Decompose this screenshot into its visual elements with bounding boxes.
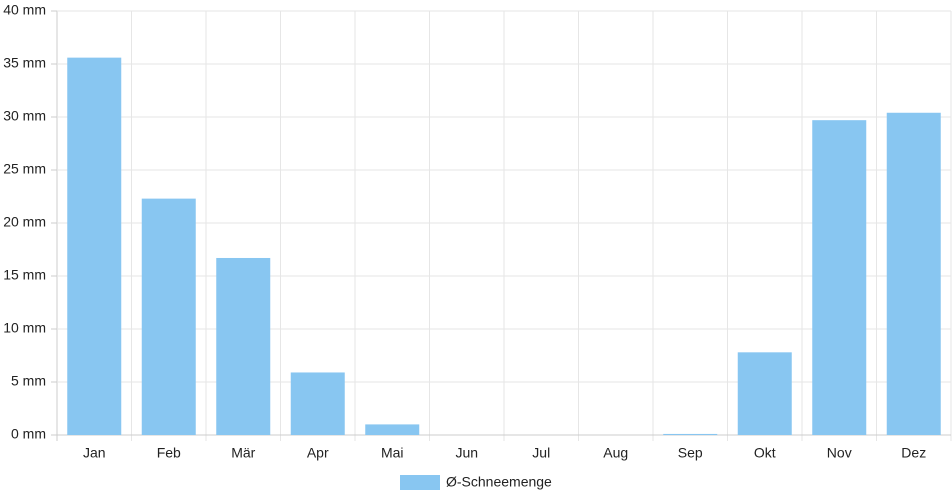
- bar: [737, 352, 792, 435]
- x-tick-label: Jan: [83, 445, 106, 461]
- y-tick-label: 5 mm: [11, 373, 46, 389]
- bar: [67, 57, 122, 435]
- y-tick-label: 0 mm: [11, 426, 46, 442]
- x-tick-label: Okt: [754, 445, 776, 461]
- x-tick-label: Sep: [678, 445, 703, 461]
- x-tick-label: Apr: [307, 445, 329, 461]
- x-tick-label: Mär: [231, 445, 255, 461]
- x-tick-label: Aug: [603, 445, 628, 461]
- bar: [365, 424, 420, 435]
- bar: [290, 372, 345, 435]
- x-tick-label: Nov: [827, 445, 852, 461]
- bar: [812, 120, 867, 436]
- y-tick-label: 40 mm: [3, 2, 46, 18]
- x-tick-label: Jul: [532, 445, 550, 461]
- x-tick-label: Jun: [455, 445, 478, 461]
- bar: [663, 433, 718, 435]
- y-tick-label: 10 mm: [3, 320, 46, 336]
- y-tick-label: 20 mm: [3, 214, 46, 230]
- y-tick-label: 15 mm: [3, 267, 46, 283]
- y-tick-label: 25 mm: [3, 161, 46, 177]
- legend-swatch: [400, 475, 440, 490]
- x-tick-label: Mai: [381, 445, 404, 461]
- bar: [886, 112, 941, 435]
- bar: [141, 198, 196, 435]
- legend-label: Ø-Schneemenge: [446, 474, 552, 490]
- x-tick-label: Dez: [901, 445, 926, 461]
- y-tick-label: 35 mm: [3, 55, 46, 71]
- bar: [216, 257, 271, 435]
- x-tick-label: Feb: [157, 445, 181, 461]
- y-tick-label: 30 mm: [3, 108, 46, 124]
